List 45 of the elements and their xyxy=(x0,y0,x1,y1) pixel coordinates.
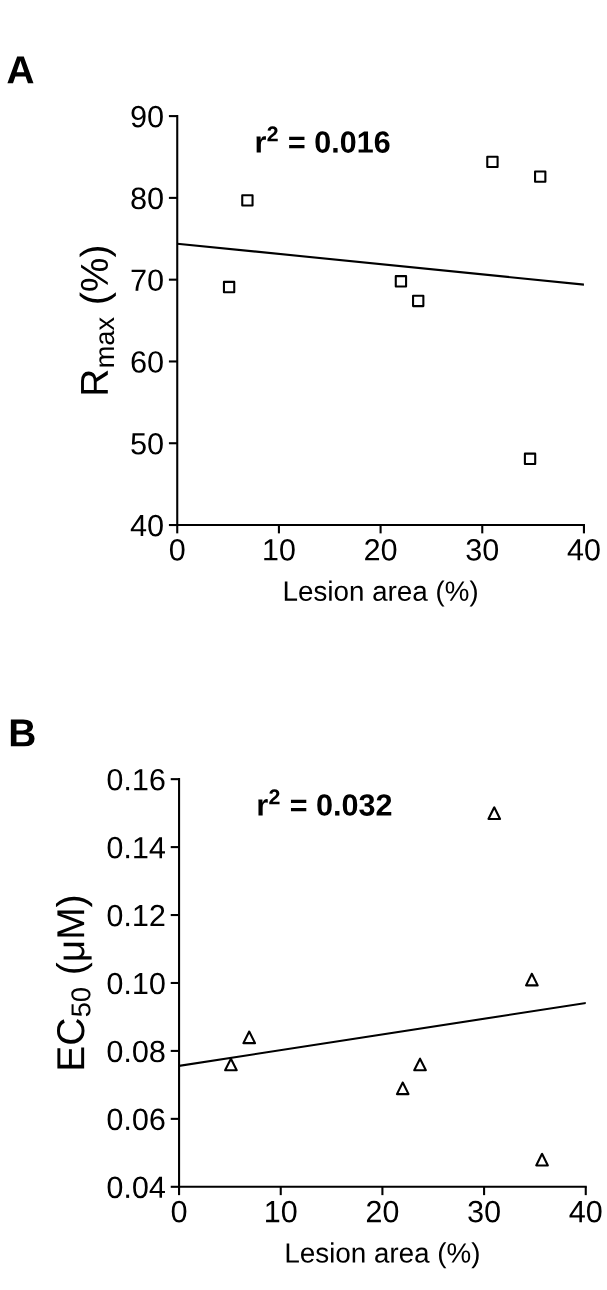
y-tick-label: 90 xyxy=(131,105,163,128)
x-axis-title: Lesion area (%) xyxy=(284,580,477,607)
point xyxy=(222,280,236,294)
x-tick-label: 20 xyxy=(366,1200,399,1223)
x-tick-label: 0 xyxy=(171,1200,187,1223)
x-tick-label: 10 xyxy=(266,1200,297,1223)
y-tick-label: 0.16 xyxy=(107,768,165,791)
point xyxy=(535,1152,549,1167)
point xyxy=(394,275,408,288)
point xyxy=(486,155,499,169)
y-tick-label: 0.14 xyxy=(107,836,165,859)
point xyxy=(534,170,547,183)
point xyxy=(242,1030,257,1045)
x-axis-title: Lesion area (%) xyxy=(286,1242,479,1269)
y-tick-label: 40 xyxy=(130,514,163,537)
y-axis-title: EC$_{50}$ (μM) xyxy=(55,896,93,1069)
x-tick-label: 40 xyxy=(569,1200,602,1223)
point xyxy=(395,1081,410,1096)
y-tick-label: 0.12 xyxy=(107,904,165,927)
y-tick-label: 80 xyxy=(131,187,163,210)
y-tick-label: 50 xyxy=(131,432,163,455)
x-tick-label: 30 xyxy=(468,1200,500,1223)
annotation: r$^{2}$ = 0.016 xyxy=(256,126,390,153)
x-tick-label: 10 xyxy=(264,539,295,561)
point xyxy=(412,294,425,308)
y-tick-label: 0.06 xyxy=(107,1108,165,1131)
y-tick-label: 70 xyxy=(131,269,163,292)
point xyxy=(241,194,254,207)
chart-title: A xyxy=(7,56,34,84)
point xyxy=(525,972,539,987)
x-tick-label: 20 xyxy=(365,539,397,561)
point xyxy=(224,1057,238,1072)
x-tick-label: 0 xyxy=(169,539,185,561)
annotation: r$^{2}$ = 0.032 xyxy=(258,789,392,816)
y-axis-title: R$_{max}$ (%) xyxy=(79,247,116,394)
x-tick-label: 40 xyxy=(567,539,600,561)
point xyxy=(523,452,537,465)
chart-title: B xyxy=(10,719,35,747)
point xyxy=(487,806,502,820)
y-tick-label: 0.08 xyxy=(107,1040,165,1063)
y-tick-label: 60 xyxy=(131,351,163,373)
y-tick-label: 0.04 xyxy=(107,1176,165,1199)
point xyxy=(413,1057,427,1072)
y-tick-label: 0.10 xyxy=(107,972,165,995)
x-tick-label: 30 xyxy=(466,539,499,561)
